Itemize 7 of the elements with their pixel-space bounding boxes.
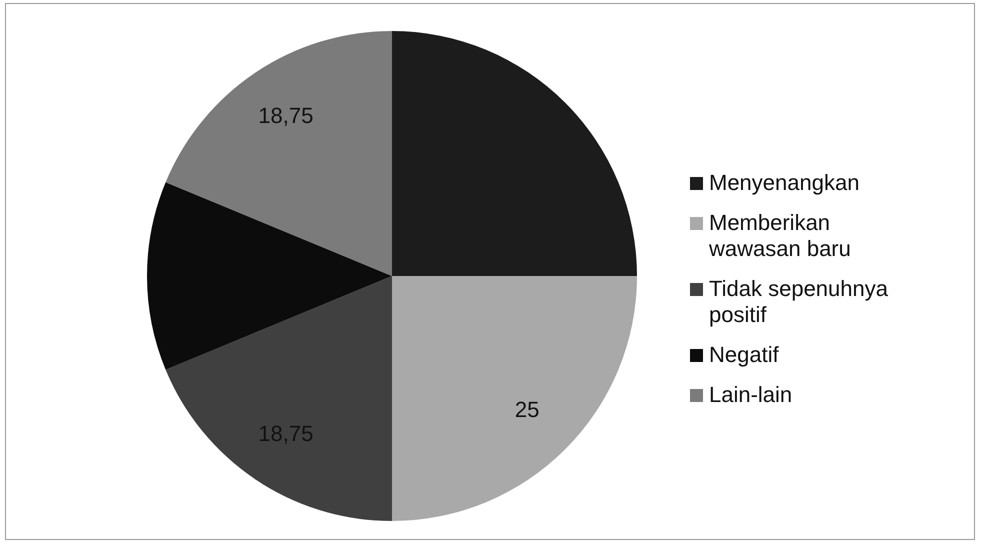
data-label: 18,75 xyxy=(258,103,314,128)
legend-label: Lain-lain xyxy=(709,382,792,408)
legend-label: Menyenangkan xyxy=(709,170,860,196)
legend-label: Memberikan wawasan baru xyxy=(709,210,852,262)
legend-label: Negatif xyxy=(709,342,779,368)
data-label: 25 xyxy=(514,397,540,422)
legend-label: Tidak sepenuhnya positif xyxy=(709,276,889,328)
